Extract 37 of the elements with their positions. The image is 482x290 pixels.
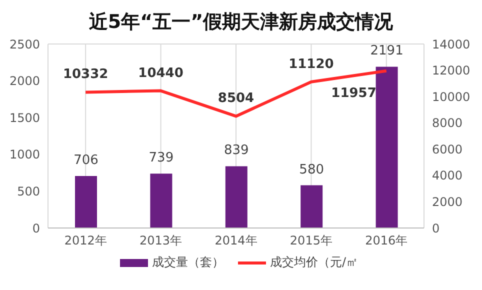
y-tick-label: 2000	[9, 74, 40, 88]
y2-tick-label: 2000	[432, 194, 463, 209]
data-label: 839	[224, 143, 249, 158]
y2-tick-label: 8000	[432, 116, 463, 130]
y-tick-label: 1500	[9, 110, 40, 125]
bar	[300, 185, 323, 228]
data-label: 706	[74, 153, 98, 168]
y-tick-label: 0	[32, 221, 40, 236]
bar	[150, 174, 172, 228]
data-label: 2191	[370, 44, 404, 59]
y-tick-label: 2500	[9, 37, 40, 52]
x-tick-label: 2014年	[214, 234, 258, 248]
data-label: 739	[148, 150, 174, 166]
data-label: 8504	[218, 91, 254, 106]
y2-tick-label: 10000	[432, 90, 470, 104]
chart-title: 近5年“五一”假期天津新房成交情况	[88, 10, 394, 35]
x-tick-label: 2012年	[64, 234, 107, 248]
data-label: 11957	[331, 86, 376, 101]
data-label: 11120	[288, 56, 334, 72]
bar	[75, 176, 97, 228]
data-label: 10440	[138, 66, 184, 81]
y2-tick-label: 0	[432, 221, 440, 236]
y2-tick-label: 6000	[432, 142, 463, 156]
bar	[225, 166, 248, 228]
legend-label: 成交均价（元/㎡	[270, 254, 358, 271]
y-tick-label: 500	[17, 184, 40, 198]
y-tick-label: 1000	[9, 148, 40, 162]
x-tick-label: 2013年	[140, 234, 182, 248]
y2-tick-label: 4000	[432, 168, 463, 183]
x-tick-label: 2015年	[290, 234, 332, 248]
data-label: 10332	[62, 67, 108, 82]
bar	[376, 66, 398, 228]
legend-label: 成交量（套）	[152, 254, 224, 271]
y2-tick-label: 14000	[432, 37, 470, 52]
y2-tick-label: 12000	[432, 64, 470, 78]
x-tick-label: 2016年	[365, 234, 408, 248]
data-label: 580	[299, 162, 324, 178]
